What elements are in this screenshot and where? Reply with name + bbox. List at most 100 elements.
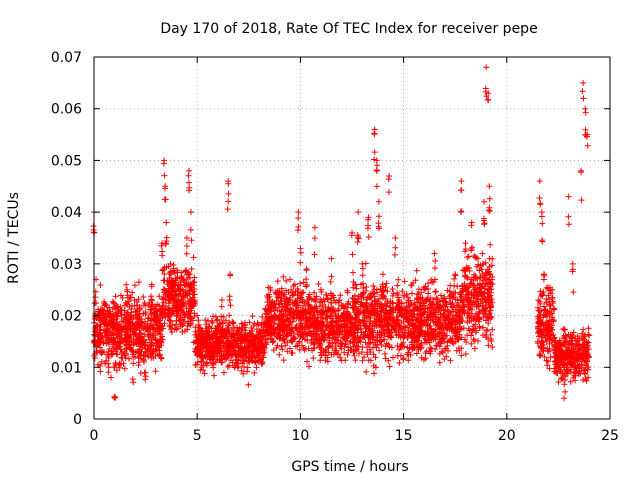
data-point (198, 358, 205, 365)
data-point (278, 298, 285, 305)
data-point (279, 346, 286, 353)
data-point (294, 302, 301, 309)
data-point (135, 318, 142, 325)
data-point (153, 340, 160, 347)
data-point (228, 352, 235, 359)
data-point (204, 317, 211, 324)
data-point (220, 369, 227, 376)
data-point (116, 364, 123, 371)
data-point (205, 324, 212, 331)
data-point (284, 324, 291, 331)
data-point (285, 317, 292, 324)
data-point (186, 274, 193, 281)
data-point (232, 330, 239, 337)
data-point (294, 342, 301, 349)
chart-title: Day 170 of 2018, Rate Of TEC Index for r… (160, 21, 537, 37)
data-point (168, 279, 175, 286)
data-point (199, 328, 206, 335)
x-tick-label: 25 (601, 428, 619, 444)
data-point (113, 302, 120, 309)
data-point (229, 320, 236, 327)
data-point (209, 347, 216, 354)
data-point (265, 314, 272, 321)
data-point (132, 339, 139, 346)
data-point (251, 320, 258, 327)
data-point (170, 265, 177, 272)
data-point (138, 333, 145, 340)
data-point (270, 329, 277, 336)
data-point (104, 325, 111, 332)
data-point (280, 328, 287, 335)
data-point (92, 328, 99, 335)
y-tick-label: 0.03 (51, 257, 82, 273)
data-point (289, 349, 296, 356)
data-point (244, 334, 251, 341)
data-point (220, 313, 227, 320)
x-tick-label: 5 (193, 428, 202, 444)
data-point (212, 313, 219, 320)
data-point (271, 320, 278, 327)
data-point (160, 325, 167, 332)
data-point (177, 323, 184, 330)
data-point (152, 328, 159, 335)
data-point (306, 363, 313, 370)
grid-lines (94, 57, 610, 419)
data-point (206, 335, 213, 342)
data-point (181, 281, 188, 288)
data-point (190, 254, 197, 261)
data-point (149, 350, 156, 357)
data-point (284, 348, 291, 355)
data-point (135, 296, 142, 303)
data-point (231, 336, 238, 343)
data-point (275, 330, 282, 337)
data-point (252, 345, 259, 352)
data-point (106, 308, 113, 315)
data-point (256, 339, 263, 346)
data-point (234, 342, 241, 349)
data-point (259, 313, 266, 320)
data-point (175, 287, 182, 294)
data-point (99, 333, 106, 340)
data-point (103, 340, 110, 347)
data-point (280, 273, 287, 280)
data-point (114, 304, 121, 311)
data-point (199, 354, 206, 361)
data-point (175, 307, 182, 314)
data-point (255, 321, 262, 328)
data-point (159, 303, 166, 310)
data-point (142, 352, 149, 359)
data-point (223, 353, 230, 360)
data-point (278, 292, 285, 299)
data-point (184, 310, 191, 317)
data-point (143, 325, 150, 332)
y-tick-label: 0.06 (51, 102, 82, 118)
data-point (164, 309, 171, 316)
data-point (152, 336, 159, 343)
data-point (283, 306, 290, 313)
data-point (131, 297, 138, 304)
data-point (105, 369, 112, 376)
data-point (281, 335, 288, 342)
data-point (259, 359, 266, 366)
data-point (253, 364, 260, 371)
data-point (193, 347, 200, 354)
data-point (276, 351, 283, 358)
data-point (234, 327, 241, 334)
data-point (279, 303, 286, 310)
data-point (129, 347, 136, 354)
data-point (173, 275, 180, 282)
data-point (193, 361, 200, 368)
data-point (251, 370, 258, 377)
data-point (298, 329, 305, 336)
data-point (283, 277, 290, 284)
data-point (162, 296, 169, 303)
data-point (109, 320, 116, 327)
data-point (178, 296, 185, 303)
data-point (180, 276, 187, 283)
data-point (156, 307, 163, 314)
data-point (218, 351, 225, 358)
data-point (118, 307, 125, 314)
data-point (198, 364, 205, 371)
data-point (206, 323, 213, 330)
